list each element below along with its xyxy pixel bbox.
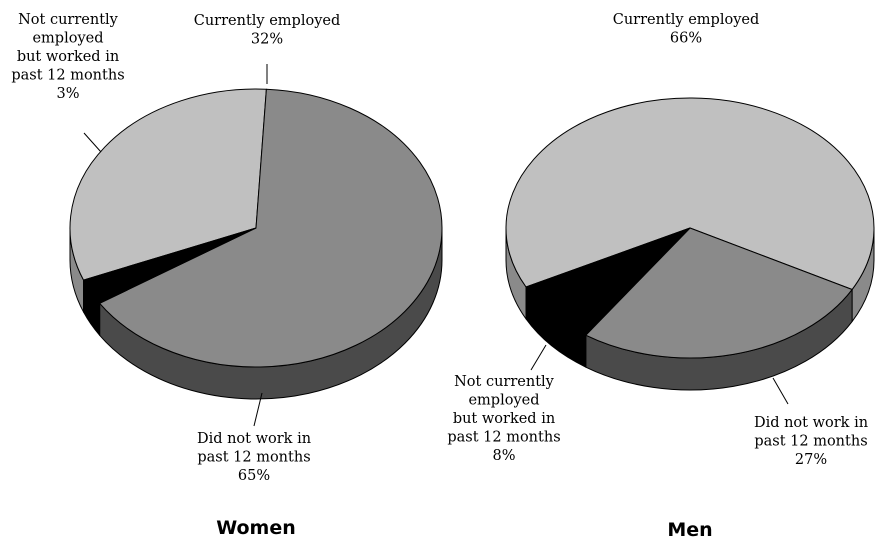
- slice-label-line: past 12 months: [447, 430, 560, 446]
- slice-value-not_worked: 65%: [238, 468, 270, 484]
- slice-label-past12: Not currently employed but worked in past 1…: [447, 374, 560, 464]
- slice-label-line: Did not work in: [754, 415, 868, 431]
- slice-value-past12: 8%: [492, 448, 515, 464]
- slice-value-employed: 32%: [251, 32, 283, 48]
- leader-line-not_worked: [772, 377, 789, 405]
- men-pie: Currently employed 66% Did not work in past…: [447, 12, 875, 468]
- pie-slice-past12: [525, 227, 691, 336]
- slice-label-line: Not currently: [18, 12, 119, 28]
- slice-label-past12: Not currently employed but worked in past 1…: [11, 12, 124, 102]
- leader-line-past12: [530, 344, 547, 371]
- slice-value-past12: 3%: [56, 86, 79, 102]
- pie-slice-not_worked: [585, 227, 853, 359]
- slice-label-line: employed: [468, 393, 539, 409]
- slice-label-not_worked: Did not work in past 12 months 65%: [197, 431, 311, 484]
- slice-label-line: Did not work in: [197, 431, 311, 447]
- pie-slice-not_worked: [99, 88, 443, 368]
- pie-slice-past12: [83, 227, 257, 304]
- leader-line-past12: [83, 132, 102, 153]
- slice-label-line: past 12 months: [754, 434, 867, 450]
- slice-label-line: past 12 months: [197, 450, 310, 466]
- slice-label-line: but worked in: [17, 49, 119, 65]
- slice-label-line: but worked in: [453, 411, 555, 427]
- slice-label-employed: Currently employed 66%: [613, 12, 760, 47]
- slice-label-not_worked: Did not work in past 12 months 27%: [754, 415, 868, 468]
- slice-label-line: Currently employed: [194, 13, 341, 29]
- slice-label-line: Currently employed: [613, 12, 760, 28]
- slice-value-not_worked: 27%: [795, 452, 827, 468]
- slice-label-line: employed: [32, 31, 103, 47]
- women-pie: Currently employed 32% Did not work in past…: [11, 12, 443, 484]
- pie-slice-employed: [505, 97, 875, 291]
- women-chart-title: Women: [216, 517, 296, 539]
- slice-value-employed: 66%: [670, 31, 702, 47]
- leader-line-not_worked: [253, 392, 263, 427]
- slice-label-employed: Currently employed 32%: [194, 13, 341, 48]
- men-chart-title: Men: [667, 519, 712, 541]
- slice-label-line: past 12 months: [11, 68, 124, 84]
- slice-label-line: Not currently: [454, 374, 555, 390]
- pie-slice-employed: [69, 88, 267, 281]
